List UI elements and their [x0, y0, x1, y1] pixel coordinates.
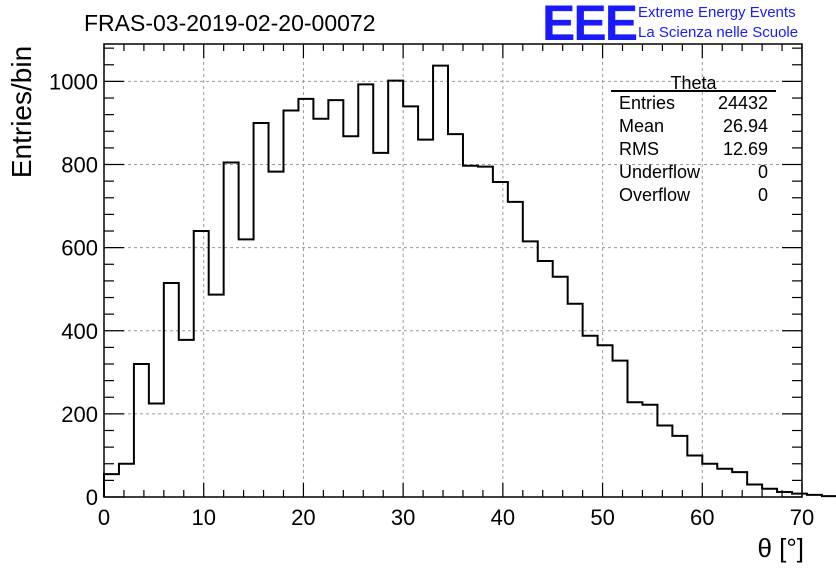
histogram-bin	[254, 123, 269, 497]
stats-value: 0	[757, 162, 768, 182]
histogram-bin	[149, 403, 164, 497]
histogram-bin	[583, 336, 598, 497]
y-axis-label: Entries/bin	[6, 45, 37, 179]
histogram-bin	[747, 485, 762, 497]
y-tick-label: 600	[61, 236, 98, 261]
histogram-bin	[702, 464, 717, 497]
histogram-bin	[283, 110, 298, 497]
histogram-bin	[164, 283, 179, 497]
histogram-bin	[209, 295, 224, 497]
x-tick-label: 10	[191, 505, 215, 530]
y-tick-label: 800	[61, 153, 98, 178]
histogram-bin	[672, 436, 687, 497]
stats-box: Theta Entries 24432 Mean 26.94 RMS 12.69…	[611, 74, 776, 207]
chart-title: FRAS-03-2019-02-20-00072	[84, 10, 376, 36]
histogram-bin	[463, 166, 478, 497]
x-tick-label: 40	[491, 505, 515, 530]
histogram-bin	[343, 136, 358, 497]
histogram-bin	[269, 172, 284, 497]
stats-row-underflow: Underflow 0	[611, 161, 776, 184]
stats-label: Overflow	[619, 185, 691, 205]
x-axis-label: θ [°]	[757, 533, 804, 563]
histogram-bin	[493, 182, 508, 497]
x-tick-label: 60	[690, 505, 714, 530]
histogram-bin	[538, 261, 553, 497]
histogram-bin	[418, 140, 433, 497]
x-tick-label: 50	[590, 505, 614, 530]
histogram-bin	[134, 364, 149, 497]
y-tick-label: 0	[86, 485, 98, 510]
eee-logo: EEE	[542, 0, 638, 51]
histogram-bin	[403, 106, 418, 497]
histogram-bin	[239, 239, 254, 497]
stats-value: 26.94	[722, 116, 768, 136]
stats-row-entries: Entries 24432	[611, 92, 776, 115]
histogram-bin	[328, 100, 343, 497]
histogram-bin	[358, 84, 373, 497]
histogram-bin	[448, 134, 463, 497]
stats-label: Mean	[619, 116, 665, 136]
axis-tick-labels: 0 10 20 30 40 50 60 70 0 200 400 600 800 1000	[49, 69, 814, 530]
histogram-bin	[388, 81, 403, 497]
x-tick-label: 30	[391, 505, 415, 530]
stats-value: 24432	[717, 93, 768, 113]
x-tick-label: 20	[291, 505, 315, 530]
stats-row-overflow: Overflow 0	[611, 184, 776, 207]
y-tick-label: 200	[61, 402, 98, 427]
histogram-bin	[657, 426, 672, 497]
histogram-bin	[478, 167, 493, 497]
histogram-bin	[119, 464, 134, 497]
histogram-bin	[553, 277, 568, 497]
stats-row-mean: Mean 26.94	[611, 115, 776, 138]
logo-line-1: Extreme Energy Events	[638, 4, 796, 21]
stats-label: Entries	[619, 93, 676, 113]
histogram-bin	[508, 202, 523, 497]
histogram-bin	[717, 469, 732, 497]
histogram-bin	[224, 162, 239, 497]
histogram-bin	[313, 119, 328, 497]
histogram-bin	[194, 231, 209, 497]
y-tick-label: 400	[61, 319, 98, 344]
x-tick-label: 0	[98, 505, 110, 530]
histogram-bin	[762, 489, 777, 497]
histogram-bin	[523, 241, 538, 497]
stats-header: Theta	[611, 74, 776, 92]
histogram-bin	[613, 361, 628, 497]
y-tick-label: 1000	[49, 69, 98, 94]
stats-value: 0	[757, 185, 768, 205]
axis-ticks	[103, 44, 803, 498]
histogram-bin	[433, 66, 448, 497]
histogram-bin	[104, 474, 119, 497]
stats-row-rms: RMS 12.69	[611, 138, 776, 161]
histogram-bin	[687, 455, 702, 497]
histogram-bin	[568, 304, 583, 497]
histogram-bin	[179, 340, 194, 497]
histogram-bin	[628, 402, 643, 497]
histogram-bin	[373, 153, 388, 497]
grid-lines	[104, 44, 802, 497]
logo-line-2: La Scienza nelle Scuole	[638, 24, 799, 41]
stats-label: RMS	[619, 139, 659, 159]
histogram-outline	[103, 64, 836, 498]
x-tick-label: 70	[790, 505, 814, 530]
plot-frame	[103, 43, 803, 498]
stats-label: Underflow	[619, 162, 701, 182]
histogram-bin	[732, 472, 747, 497]
stats-value: 12.69	[722, 139, 768, 159]
histogram-bin	[642, 405, 657, 497]
histogram-bin	[298, 99, 313, 497]
histogram-bin	[598, 345, 613, 497]
